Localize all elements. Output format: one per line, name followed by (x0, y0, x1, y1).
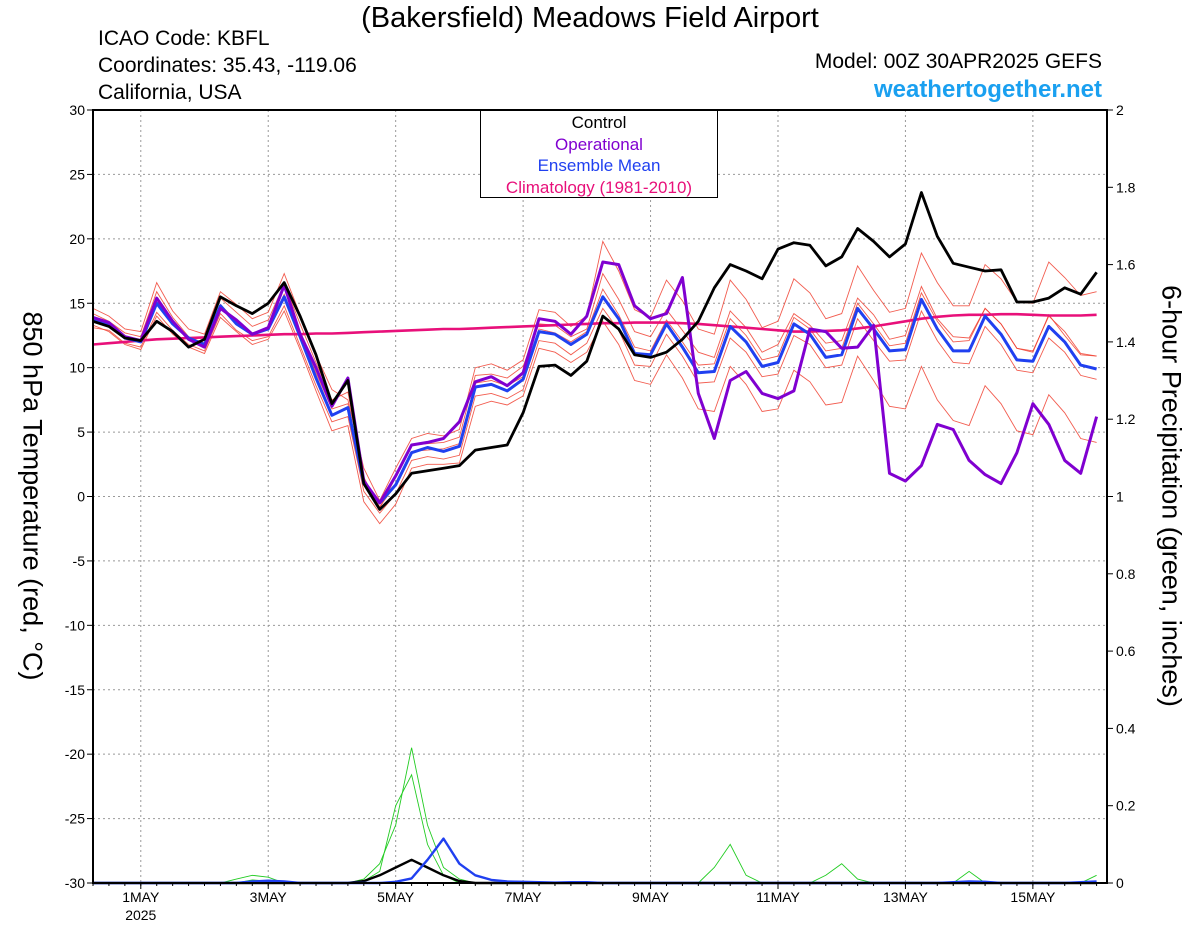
y2-tick-label: 0.6 (1116, 643, 1136, 659)
x-tick-label: 1MAY (122, 889, 160, 905)
y2-tick-label: 1 (1116, 489, 1124, 505)
legend-entry-climatology: Climatology (1981-2010) (505, 177, 693, 197)
y-tick-label: 10 (69, 360, 85, 376)
region: California, USA (98, 81, 242, 104)
y2-tick-label: 0.8 (1116, 566, 1136, 582)
y-tick-label: 20 (69, 231, 85, 247)
chart-title: (Bakersfield) Meadows Field Airport (361, 2, 819, 34)
icao-code: ICAO Code: KBFL (98, 27, 270, 50)
x-tick-label: 3MAY (250, 889, 288, 905)
y2-tick-label: 0 (1116, 875, 1124, 891)
series-line-control-precipitation (93, 858, 1097, 885)
legend-entry-ensemble-mean: Ensemble Mean (537, 156, 661, 175)
y-tick-label: 0 (77, 489, 85, 505)
y-tick-label: -15 (65, 682, 85, 698)
y-tick-label: -25 (65, 811, 85, 827)
y-tick-label: 5 (77, 424, 85, 440)
member-temp-line (92, 240, 1097, 502)
x-tick-label: 5MAY (377, 889, 415, 905)
member-precip-line (93, 747, 1097, 884)
y-tick-label: 30 (69, 102, 85, 118)
y2-tick-label: 1.8 (1116, 179, 1136, 195)
x-tick-sublabel: 2025 (125, 907, 156, 923)
x-tick-label: 7MAY (505, 889, 543, 905)
y2-tick-label: 1.2 (1116, 411, 1136, 427)
gridlines (93, 110, 1107, 883)
legend-entry-operational: Operational (555, 134, 643, 154)
series-line-operational (92, 260, 1099, 505)
axis-ticks: 302520151050-5-10-15-20-25-3021.81.61.41… (65, 102, 1136, 923)
y-tick-label: -5 (73, 553, 86, 569)
y2-tick-label: 1.4 (1116, 334, 1136, 350)
site-link[interactable]: weathertogether.net (873, 76, 1102, 103)
series-line-control (92, 191, 1098, 511)
series-line-climatology-1981-2010 (92, 312, 1097, 346)
coordinates: Coordinates: 35.43, -119.06 (98, 54, 357, 77)
y-tick-label: 25 (69, 166, 85, 182)
y2-tick-label: 0.4 (1116, 720, 1136, 736)
series-line-ensemble-mean-precipitation (93, 837, 1097, 885)
model-run: Model: 00Z 30APR2025 GEFS (814, 50, 1102, 73)
legend: Control Operational Ensemble Mean Climat… (480, 110, 718, 198)
member-temp-line (92, 288, 1097, 508)
x-tick-label: 11MAY (756, 889, 800, 905)
x-tick-label: 9MAY (632, 889, 670, 905)
y-axis-label-right: 6-hour Precipitation (green, inches) (1156, 285, 1187, 707)
member-temp-line (92, 272, 1097, 510)
legend-entry-control: Control (571, 113, 627, 132)
member-precip-line (93, 773, 1097, 884)
y-tick-label: -20 (65, 746, 85, 762)
y2-tick-label: 0.2 (1116, 798, 1136, 814)
y2-tick-label: 2 (1116, 102, 1124, 118)
y-tick-label: 15 (69, 295, 85, 311)
y2-tick-label: 1.6 (1116, 257, 1136, 273)
y-axis-label-left: 850 hPa Temperature (red, °C) (17, 311, 48, 681)
y-tick-label: -10 (65, 617, 85, 633)
x-tick-label: 13MAY (883, 889, 929, 905)
x-tick-label: 15MAY (1010, 889, 1056, 905)
y-tick-label: -30 (65, 875, 85, 891)
member-temp-line (92, 304, 1097, 514)
